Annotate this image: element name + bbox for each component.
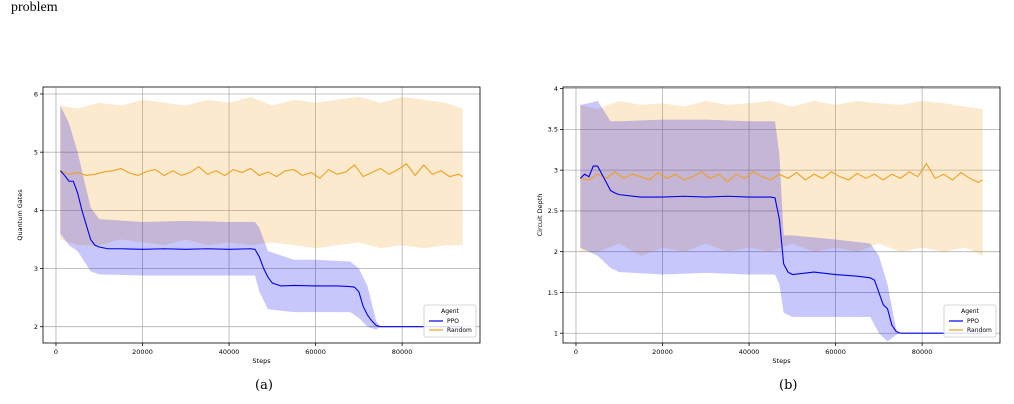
ppo-line bbox=[59, 170, 463, 328]
chart-b: 0 20000 40000 60000 80000 1 1.5 2 2.5 3 3.5 4 Steps C… bbox=[536, 85, 1001, 365]
x-tick-label: 20000 bbox=[132, 348, 153, 356]
x-tick-label: 40000 bbox=[219, 348, 240, 356]
y-tick-label: 1 bbox=[554, 330, 558, 338]
y-tick-label: 6 bbox=[34, 90, 38, 98]
y-tick-label: 2 bbox=[34, 323, 38, 331]
random-band bbox=[580, 100, 983, 256]
x-tick-label: 60000 bbox=[305, 348, 326, 356]
x-tick-label: 60000 bbox=[825, 348, 846, 356]
legend-title: Agent bbox=[441, 308, 459, 315]
y-tick-label: 5 bbox=[34, 148, 38, 156]
x-tick-label: 0 bbox=[54, 348, 58, 356]
x-tick-label: 40000 bbox=[739, 348, 760, 356]
ppo-band bbox=[60, 105, 463, 330]
y-axis-label: Circuit Depth bbox=[536, 194, 544, 237]
legend-box bbox=[943, 304, 997, 338]
x-tick-label: 80000 bbox=[912, 348, 933, 356]
legend-title: Agent bbox=[961, 308, 979, 315]
y-tick-label: 3 bbox=[554, 166, 558, 174]
x-tick-label: 80000 bbox=[392, 348, 413, 356]
y-tick-label: 1.5 bbox=[548, 289, 558, 297]
y-tick-label: 3 bbox=[34, 265, 38, 273]
plot-frame bbox=[562, 86, 1001, 344]
y-tick-label: 2 bbox=[554, 248, 558, 256]
chart-a: 0 20000 40000 60000 80000 2 3 4 5 6 Steps Quantum G… bbox=[16, 86, 481, 365]
x-tick-label: 0 bbox=[574, 348, 578, 356]
y-tick-label: 2.5 bbox=[548, 207, 558, 215]
caption-b: (b) bbox=[779, 378, 798, 393]
random-line bbox=[60, 163, 463, 180]
legend-label-random: Random bbox=[967, 327, 992, 334]
random-line bbox=[580, 162, 983, 184]
ppo-line bbox=[579, 165, 983, 334]
x-tick-label: 20000 bbox=[652, 348, 673, 356]
caption-a: (a) bbox=[255, 378, 273, 393]
top-text: problem bbox=[11, 0, 58, 15]
y-tick-label: 3.5 bbox=[548, 126, 558, 134]
plot-frame bbox=[42, 86, 481, 344]
x-axis-label: Steps bbox=[252, 357, 271, 365]
legend-label-ppo: PPO bbox=[447, 318, 459, 325]
x-axis-label: Steps bbox=[772, 357, 791, 365]
ppo-band bbox=[580, 100, 983, 342]
legend-label-random: Random bbox=[447, 327, 472, 334]
random-band bbox=[60, 96, 463, 249]
y-tick-label: 4 bbox=[554, 85, 558, 93]
legend-label-ppo: PPO bbox=[967, 318, 979, 325]
y-axis-label: Quantum Gates bbox=[16, 189, 24, 241]
y-tick-label: 4 bbox=[34, 207, 38, 215]
legend-box bbox=[423, 304, 477, 338]
